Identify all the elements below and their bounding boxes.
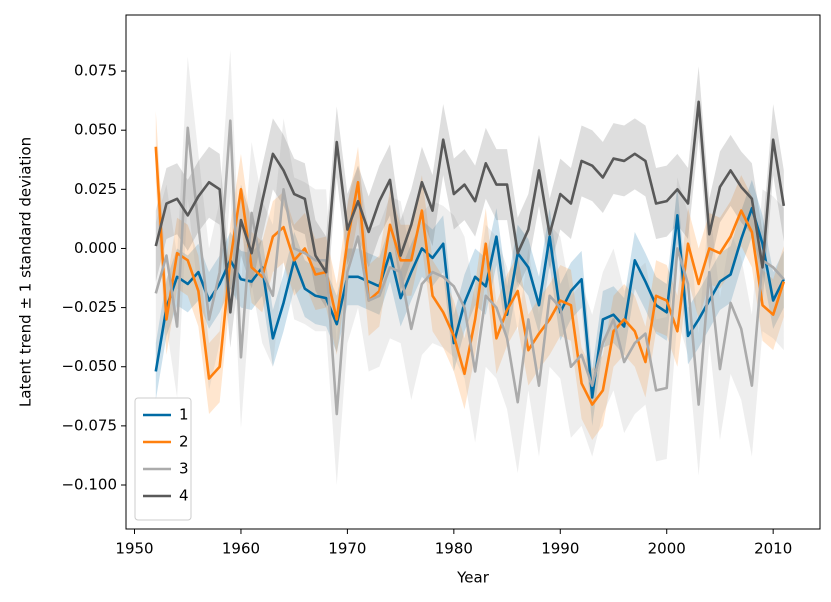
- plot-frame: [125, 14, 821, 530]
- x-tick-label: 1990: [541, 540, 579, 558]
- legend-label: 3: [179, 460, 189, 478]
- error-band: [155, 66, 784, 348]
- line: [154, 119, 785, 416]
- error-band: [155, 49, 784, 486]
- legend-label: 4: [179, 487, 189, 505]
- x-tick-label: 1970: [328, 540, 366, 558]
- error-band: [155, 179, 784, 426]
- y-tick-label: 0.025: [74, 180, 117, 198]
- legend-box: [134, 397, 192, 521]
- line: [154, 100, 786, 314]
- y-axis-label: Latent trend ± 1 standard deviation: [17, 137, 35, 407]
- y-tick-label: −0.025: [61, 298, 117, 316]
- x-tick-label: 2010: [754, 540, 792, 558]
- y-tick-label: −0.075: [61, 416, 117, 434]
- line: [154, 206, 785, 399]
- y-tick-label: 0.000: [74, 239, 117, 257]
- legend-label: 1: [179, 406, 189, 424]
- y-tick-label: −0.050: [61, 357, 117, 375]
- y-tick-label: 0.050: [74, 121, 117, 139]
- x-tick-label: 2000: [648, 540, 686, 558]
- y-tick-label: −0.100: [61, 476, 117, 494]
- y-tick-label: 0.075: [74, 62, 117, 80]
- x-tick-label: 1950: [115, 540, 153, 558]
- error-band: [155, 111, 784, 441]
- x-tick-label: 1960: [222, 540, 260, 558]
- x-axis-label: Year: [456, 569, 490, 587]
- legend-label: 2: [179, 433, 189, 451]
- x-tick-label: 1980: [435, 540, 473, 558]
